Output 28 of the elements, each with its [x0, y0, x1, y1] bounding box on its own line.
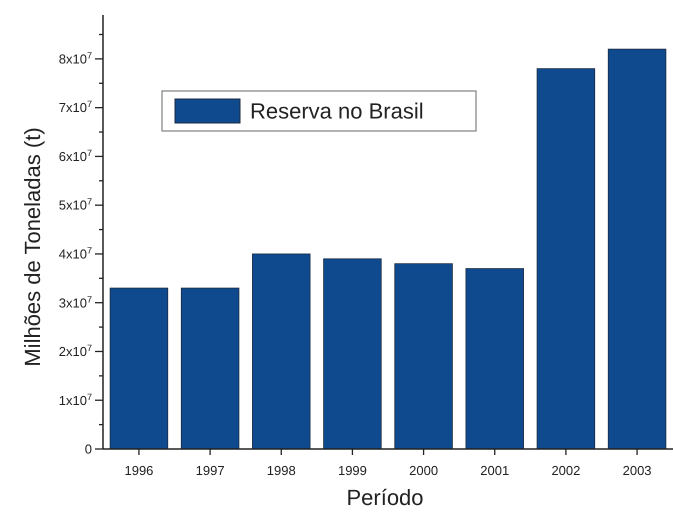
x-tick-label: 1999: [338, 462, 367, 478]
x-tick-label: 1998: [266, 462, 296, 478]
y-tick-label: 8x10$^{7}$: [58, 50, 92, 66]
bar: [394, 263, 453, 450]
legend-label: Reserva no Brasil: [250, 98, 424, 124]
bar: [466, 268, 524, 450]
bar: [536, 68, 596, 450]
y-tick-label: 3x10$^{7}$: [58, 294, 92, 310]
y-tick-label: 2x10$^{7}$: [58, 343, 92, 360]
bar: [323, 258, 382, 450]
y-tick-label: 7x10$^{7}$: [58, 99, 92, 116]
x-tick-label: 2001: [480, 462, 510, 478]
y-tick-label: 0: [84, 442, 92, 457]
x-tick-label: 2000: [409, 462, 438, 478]
x-tick-label: 1996: [124, 462, 154, 478]
y-tick-label: 4x10$^{7}$: [58, 245, 92, 262]
x-axis-title: Período: [346, 485, 424, 510]
y-tick-label: 1x10$^{7}$: [58, 392, 92, 408]
bar: [110, 288, 168, 450]
bar: [252, 254, 310, 450]
y-axis-title: Milhões de Toneladas (t): [20, 127, 45, 367]
bar: [180, 288, 240, 450]
y-tick-label: 5x10$^{7}$: [58, 196, 92, 213]
y-tick-label: 6x10$^{7}$: [58, 148, 92, 164]
bar: [608, 48, 666, 450]
x-tick-label: 1997: [196, 462, 225, 478]
x-tick-label: 2003: [622, 462, 652, 478]
x-tick-label: 2002: [551, 462, 580, 478]
